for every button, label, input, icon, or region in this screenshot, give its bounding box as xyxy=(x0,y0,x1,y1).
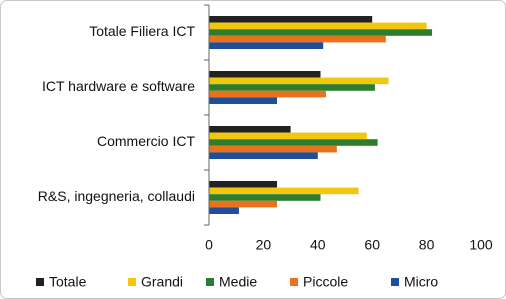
legend-label: Piccole xyxy=(303,274,348,290)
legend-label: Grandi xyxy=(141,274,183,290)
bar xyxy=(209,71,321,78)
legend-label: Totale xyxy=(49,274,87,290)
bar xyxy=(209,207,239,214)
bar xyxy=(209,97,277,104)
bar xyxy=(209,84,375,91)
y-tick-label: R&S, ingegneria, collaudi xyxy=(38,188,195,204)
bar xyxy=(209,90,326,98)
bar xyxy=(209,152,318,159)
bar xyxy=(209,16,373,23)
bar xyxy=(209,22,427,30)
x-tick-label: 80 xyxy=(419,237,435,253)
x-tick-label: 0 xyxy=(205,237,213,253)
x-tick-label: 40 xyxy=(310,237,326,253)
bar xyxy=(209,200,277,208)
x-tick-label: 20 xyxy=(256,237,272,253)
y-tick-label: Totale Filiera ICT xyxy=(89,23,195,39)
bar xyxy=(209,29,433,36)
legend-swatch xyxy=(391,278,399,286)
bar xyxy=(209,139,378,146)
legend-swatch xyxy=(290,278,298,286)
y-tick-label: ICT hardware e software xyxy=(42,78,195,94)
legend-swatch xyxy=(206,278,214,286)
bar xyxy=(209,187,359,195)
bar xyxy=(209,126,291,133)
bar xyxy=(209,181,277,188)
bar xyxy=(209,145,337,153)
bar xyxy=(209,194,321,201)
x-tick-label: 100 xyxy=(469,237,493,253)
legend-swatch xyxy=(36,278,44,286)
bar xyxy=(209,35,386,43)
bar xyxy=(209,132,367,140)
legend-label: Medie xyxy=(219,274,257,290)
legend-swatch xyxy=(128,278,136,286)
legend-label: Micro xyxy=(404,274,438,290)
y-tick-label: Commercio ICT xyxy=(97,133,195,149)
bar xyxy=(209,42,324,49)
x-tick-label: 60 xyxy=(364,237,380,253)
bar xyxy=(209,77,389,85)
